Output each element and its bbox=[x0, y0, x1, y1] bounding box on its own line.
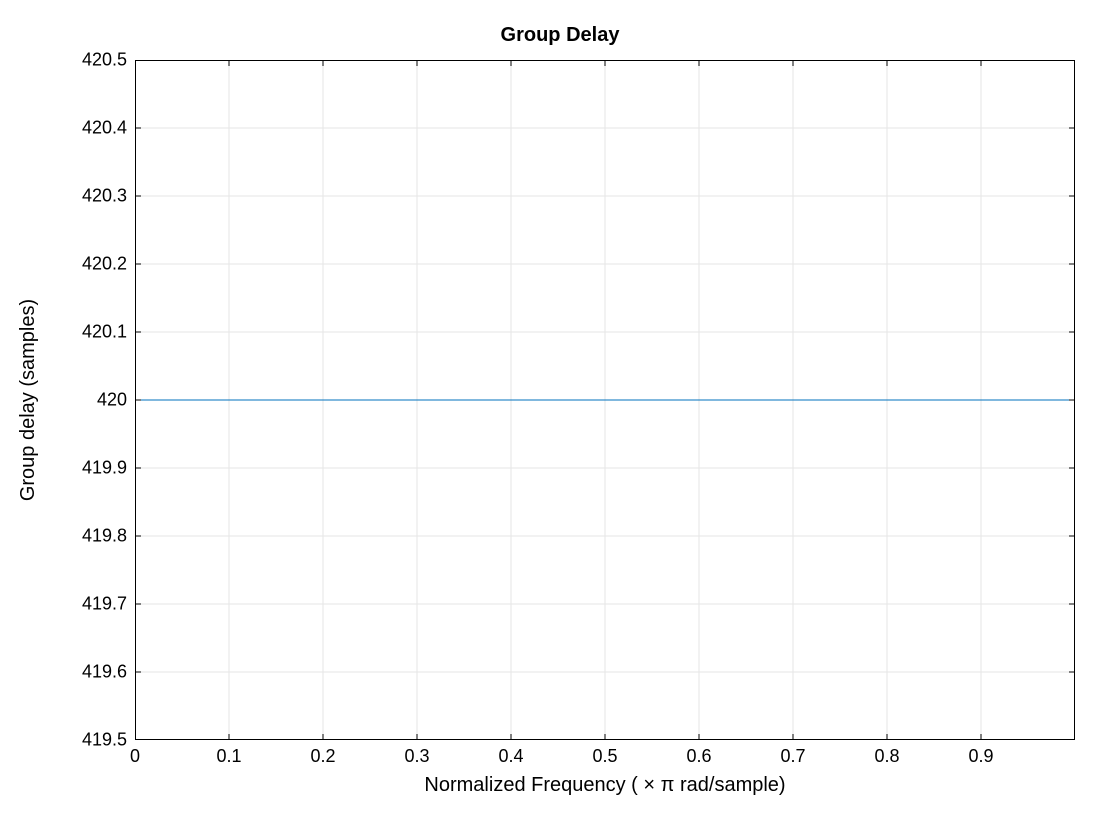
plot-svg bbox=[135, 60, 1075, 740]
y-tick-label: 419.5 bbox=[82, 730, 127, 751]
x-axis-label: Normalized Frequency ( × π rad/sample) bbox=[424, 774, 785, 797]
x-tick-label: 0.7 bbox=[780, 746, 805, 767]
plot-area bbox=[135, 60, 1075, 740]
y-tick-label: 420.1 bbox=[82, 322, 127, 343]
figure: Group Delay Group delay (samples) Normal… bbox=[0, 0, 1120, 840]
y-tick-label: 419.6 bbox=[82, 662, 127, 683]
y-tick-label: 420.2 bbox=[82, 254, 127, 275]
y-tick-label: 420 bbox=[97, 390, 127, 411]
y-axis-label: Group delay (samples) bbox=[17, 299, 40, 501]
y-tick-label: 419.7 bbox=[82, 594, 127, 615]
y-tick-label: 420.3 bbox=[82, 186, 127, 207]
y-tick-label: 419.8 bbox=[82, 526, 127, 547]
y-tick-label: 420.5 bbox=[82, 50, 127, 71]
x-tick-label: 0.2 bbox=[310, 746, 335, 767]
y-tick-label: 420.4 bbox=[82, 118, 127, 139]
x-tick-label: 0.5 bbox=[592, 746, 617, 767]
x-tick-label: 0.9 bbox=[968, 746, 993, 767]
x-tick-label: 0.3 bbox=[404, 746, 429, 767]
x-tick-label: 0.1 bbox=[216, 746, 241, 767]
x-tick-label: 0.8 bbox=[874, 746, 899, 767]
chart-title: Group Delay bbox=[0, 24, 1120, 47]
x-tick-label: 0 bbox=[130, 746, 140, 767]
x-tick-label: 0.6 bbox=[686, 746, 711, 767]
y-tick-label: 419.9 bbox=[82, 458, 127, 479]
x-tick-label: 0.4 bbox=[498, 746, 523, 767]
